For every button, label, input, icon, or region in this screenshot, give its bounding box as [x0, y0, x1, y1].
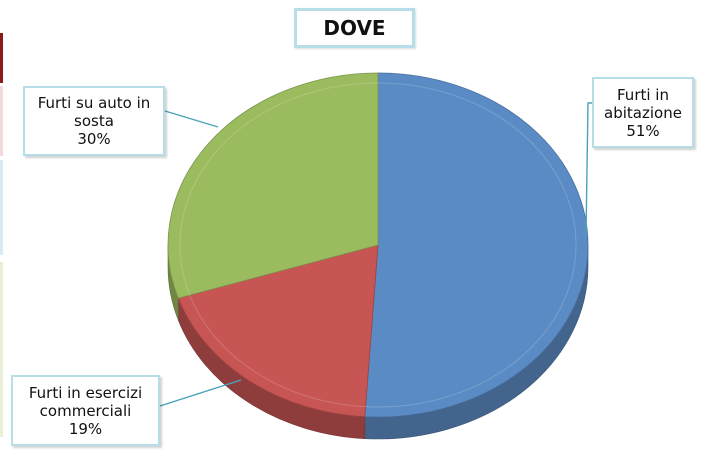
callout-label-line: commerciali	[39, 401, 132, 420]
callout-label-line: Furti in	[617, 85, 669, 104]
callout-label-line: Furti in esercizi	[28, 383, 143, 402]
callout-label-line: sosta	[74, 112, 114, 130]
pie-slice-2	[167, 72, 379, 299]
pie-slice-1	[177, 244, 379, 418]
edge-strip-dark-red	[0, 33, 3, 83]
callout-furti-su-auto-in-sosta: Furti su auto in sosta 30%	[23, 86, 165, 156]
callout-furti-in-esercizi-commerciali: Furti in esercizi commerciali 19%	[11, 375, 160, 446]
edge-strip-light-blue	[0, 160, 3, 255]
edge-strip-pink	[0, 86, 3, 156]
callout-furti-in-abitazione: Furti in abitazione 51%	[592, 77, 694, 148]
chart-title: DOVE	[294, 8, 415, 48]
callout-percent: 30%	[77, 130, 111, 148]
callout-percent: 19%	[68, 419, 103, 438]
callout-label-line: Furti su auto in	[37, 94, 151, 112]
callout-percent: 51%	[626, 121, 660, 140]
callout-label-line: abitazione	[604, 103, 682, 122]
pie-inner-highlight	[179, 82, 577, 408]
leader-line-esercizi	[159, 379, 242, 407]
leader-line-auto	[164, 110, 219, 128]
edge-strip-light-green	[0, 262, 3, 437]
leader-line-abitazione	[585, 102, 593, 237]
pie-slice-0	[364, 72, 589, 418]
